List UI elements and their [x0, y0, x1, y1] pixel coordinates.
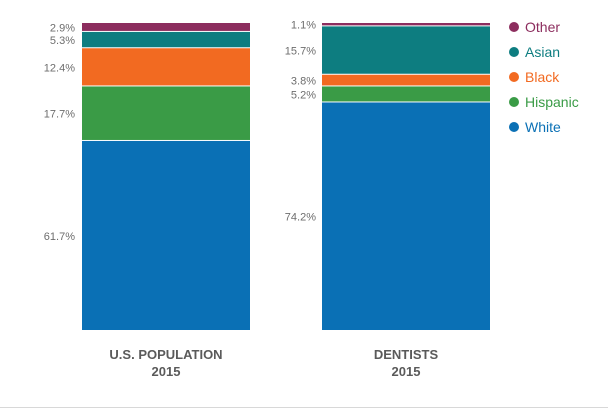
- bar-segment-other-0: [82, 23, 250, 31]
- value-label: 74.2%: [285, 212, 316, 224]
- value-label: 5.2%: [291, 89, 316, 101]
- value-label: 1.1%: [291, 20, 316, 32]
- value-label: 5.3%: [50, 35, 75, 47]
- value-label: 12.4%: [44, 62, 75, 74]
- value-label: 3.8%: [291, 76, 316, 88]
- legend-marker-hispanic: [509, 97, 519, 107]
- legend-label-other: Other: [525, 19, 560, 35]
- bar-segment-asian-0: [82, 31, 250, 48]
- category-label-line1: U.S. POPULATION: [109, 347, 222, 362]
- bar-segment-hispanic-1: [322, 86, 490, 102]
- value-label: 61.7%: [44, 231, 75, 243]
- legend-label-white: White: [525, 119, 561, 135]
- bottom-divider: [0, 407, 608, 408]
- legend-label-black: Black: [525, 69, 560, 85]
- bar-segment-hispanic-0: [82, 86, 250, 140]
- bar-segment-asian-1: [322, 26, 490, 74]
- category-label-line2: 2015: [392, 364, 421, 379]
- value-label: 17.7%: [44, 109, 75, 121]
- category-label-line2: 2015: [152, 364, 181, 379]
- value-label: 2.9%: [50, 22, 75, 34]
- legend-marker-black: [509, 72, 519, 82]
- category-label-line1: DENTISTS: [374, 347, 439, 362]
- bar-segment-white-0: [82, 140, 250, 330]
- value-label: 15.7%: [285, 46, 316, 58]
- bar-segment-white-1: [322, 102, 490, 331]
- legend-marker-white: [509, 122, 519, 132]
- legend-label-asian: Asian: [525, 44, 560, 60]
- legend-marker-other: [509, 22, 519, 32]
- bar-segment-black-0: [82, 48, 250, 86]
- bar-segment-other-1: [322, 23, 490, 26]
- legend-label-hispanic: Hispanic: [525, 94, 579, 110]
- legend-marker-asian: [509, 47, 519, 57]
- bar-segment-black-1: [322, 74, 490, 86]
